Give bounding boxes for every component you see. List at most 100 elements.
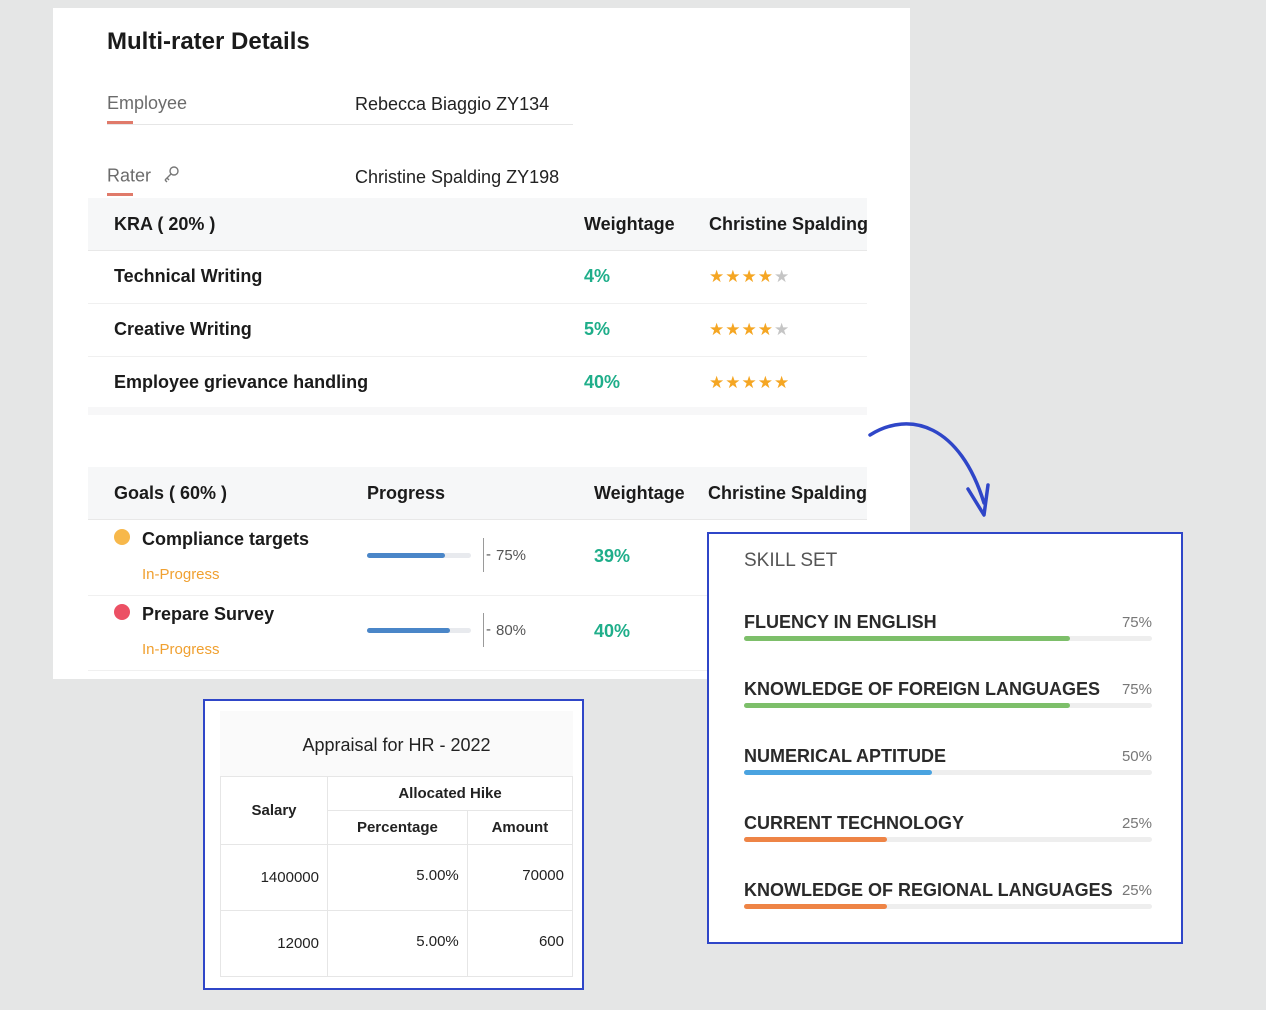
progress-divider [483,538,484,572]
goals-header: Goals ( 60% ) [114,483,228,503]
rater-label-wrap: Rater [107,165,180,188]
skill-percent: 75% [1121,681,1152,698]
appraisal-table: Salary Allocated Hike Percentage Amount … [220,776,574,977]
star-filled-icon[interactable]: ★ [741,267,758,286]
skill-item: FLUENCY IN ENGLISH 75% [744,612,1152,652]
rater-label: Rater [107,165,152,186]
goals-progress-header: Progress [367,483,446,503]
star-rating[interactable]: ★★★★★ [709,320,790,340]
employee-underline [107,121,133,124]
goal-status: In-Progress [142,566,220,583]
kra-name: Technical Writing [114,266,263,286]
skill-bar [744,636,1152,641]
progress-bar [367,628,471,633]
skill-percent: 75% [1121,614,1152,631]
skill-name: KNOWLEDGE OF FOREIGN LANGUAGES [744,679,1101,699]
goal-name[interactable]: Compliance targets [142,529,310,549]
skill-item: NUMERICAL APTITUDE 50% [744,746,1152,786]
amount-cell: 70000 [466,844,574,911]
skill-name: KNOWLEDGE OF REGIONAL LANGUAGES [744,880,1113,900]
appraisal-title: Appraisal for HR - 2022 [302,735,491,755]
employee-label: Employee [107,93,188,113]
star-empty-icon[interactable]: ★ [774,320,791,339]
status-dot-icon [114,604,130,620]
goals-rater-header: Christine Spalding [708,483,868,503]
star-filled-icon[interactable]: ★ [709,320,726,339]
progress-bar-fill [367,553,445,558]
progress-divider [483,613,484,647]
progress-bar [367,553,471,558]
star-filled-icon[interactable]: ★ [757,320,774,339]
progress-label: 75% [496,547,527,564]
progress-label: 80% [496,622,527,639]
skill-bar [744,770,1152,775]
skill-item: KNOWLEDGE OF REGIONAL LANGUAGES 25% [744,880,1152,920]
star-filled-icon[interactable]: ★ [709,373,726,392]
multi-rater-card: Multi-rater Details Employee Rebecca Bia… [53,8,910,679]
key-icon[interactable] [162,165,180,188]
goal-row: Compliance targets In-Progress -75% 39% [88,521,867,596]
kra-rater-header: Christine Spalding [709,214,869,234]
star-filled-icon[interactable]: ★ [725,267,742,286]
percentage-header: Percentage [327,810,468,845]
rater-underline [107,193,133,196]
kra-row: Employee grievance handling 40% ★★★★★ [88,357,867,410]
kra-name: Employee grievance handling [114,372,369,392]
skill-bar [744,837,1152,842]
star-filled-icon[interactable]: ★ [725,373,742,392]
goal-status: In-Progress [142,641,220,658]
skill-bar [744,703,1152,708]
star-rating[interactable]: ★★★★★ [709,373,790,393]
star-filled-icon[interactable]: ★ [709,267,726,286]
page-title: Multi-rater Details [107,28,310,55]
salary-cell: 12000 [220,910,328,977]
skill-name: CURRENT TECHNOLOGY [744,813,964,833]
goals-weightage-header: Weightage [594,483,685,503]
kra-table-header: KRA ( 20% ) Weightage Christine Spalding [88,198,869,251]
curved-arrow-icon [868,422,990,517]
star-filled-icon[interactable]: ★ [757,373,774,392]
kra-weightage: 4% [584,266,611,286]
skill-name: FLUENCY IN ENGLISH [744,612,937,632]
goal-row: Prepare Survey In-Progress -80% 40% [88,596,867,671]
skill-item: KNOWLEDGE OF FOREIGN LANGUAGES 75% [744,679,1152,719]
skill-percent: 25% [1121,882,1152,899]
star-empty-icon[interactable]: ★ [774,267,791,286]
salary-cell: 1400000 [220,844,328,911]
allocated-hike-header: Allocated Hike [327,776,573,811]
goal-weightage: 39% [594,546,631,566]
kra-weightage: 40% [584,372,621,392]
kra-header: KRA ( 20% ) [114,214,216,234]
goal-name[interactable]: Prepare Survey [142,604,275,624]
rater-value: Christine Spalding ZY198 [355,167,560,187]
progress-dash: - [486,621,491,638]
skill-bar-fill [744,837,887,842]
salary-header: Salary [220,776,328,845]
skill-bar-fill [744,636,1071,641]
skill-set-card: SKILL SET FLUENCY IN ENGLISH 75% KNOWLEDGE… [707,532,1183,944]
skill-bar-fill [744,904,887,909]
skill-percent: 25% [1121,815,1152,832]
table-row: 12000 5.00% 600 [220,910,574,977]
goals-table-header: Goals ( 60% ) Progress Weightage Christi… [88,467,867,520]
kra-row: Technical Writing 4% ★★★★★ [88,251,867,304]
kra-name: Creative Writing [114,319,252,339]
star-filled-icon[interactable]: ★ [757,267,774,286]
kra-weightage-header: Weightage [584,214,675,234]
amount-cell: 600 [466,910,574,977]
kra-table-footer [88,407,867,415]
skill-set-title: SKILL SET [744,550,838,571]
goal-weightage: 40% [594,621,631,641]
skill-item: CURRENT TECHNOLOGY 25% [744,813,1152,853]
amount-header: Amount [466,810,574,845]
table-row: 1400000 5.00% 70000 [220,844,574,911]
star-filled-icon[interactable]: ★ [741,320,758,339]
percentage-cell: 5.00% [327,910,468,977]
star-filled-icon[interactable]: ★ [725,320,742,339]
kra-row: Creative Writing 5% ★★★★★ [88,304,867,357]
progress-dash: - [486,546,491,563]
star-filled-icon[interactable]: ★ [774,373,791,392]
star-filled-icon[interactable]: ★ [741,373,758,392]
star-rating[interactable]: ★★★★★ [709,267,790,287]
progress-bar-fill [367,628,451,633]
